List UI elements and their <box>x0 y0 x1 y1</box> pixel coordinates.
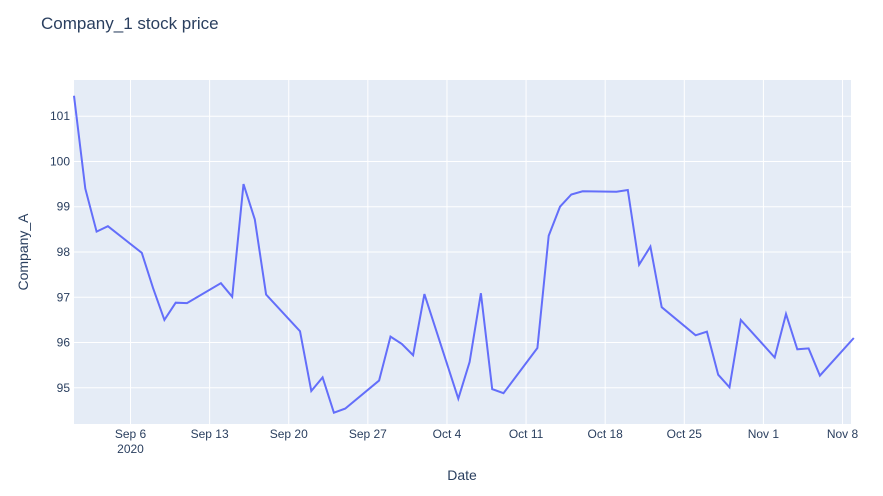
x-tick-sublabel: 2020 <box>117 442 144 456</box>
y-tick-label: 101 <box>50 109 70 123</box>
series-line <box>73 95 855 414</box>
x-tick-label: Oct 4 <box>433 427 462 441</box>
chart-title: Company_1 stock price <box>41 14 219 33</box>
x-axis-title: Date <box>447 467 477 483</box>
y-tick-label: 96 <box>57 336 71 350</box>
x-tick-label: Oct 25 <box>667 427 703 441</box>
x-tick-label: Sep 13 <box>191 427 229 441</box>
y-tick-label: 100 <box>50 154 70 168</box>
x-tick-label: Nov 1 <box>748 427 780 441</box>
x-tick-label: Sep 6 <box>115 427 147 441</box>
x-tick-label: Oct 11 <box>509 427 544 441</box>
x-tick-label: Nov 8 <box>827 427 859 441</box>
y-tick-label: 99 <box>57 200 71 214</box>
x-tick-label: Sep 27 <box>349 427 387 441</box>
y-axis-ticks: 95 96 97 98 99 100 101 <box>50 109 70 395</box>
y-tick-label: 98 <box>57 245 71 259</box>
y-tick-label: 97 <box>57 290 71 304</box>
y-axis-title: Company_A <box>15 213 31 291</box>
y-tick-label: 95 <box>57 381 71 395</box>
x-tick-label: Sep 20 <box>270 427 308 441</box>
gridlines <box>74 80 851 424</box>
x-tick-label: Oct 18 <box>588 427 624 441</box>
